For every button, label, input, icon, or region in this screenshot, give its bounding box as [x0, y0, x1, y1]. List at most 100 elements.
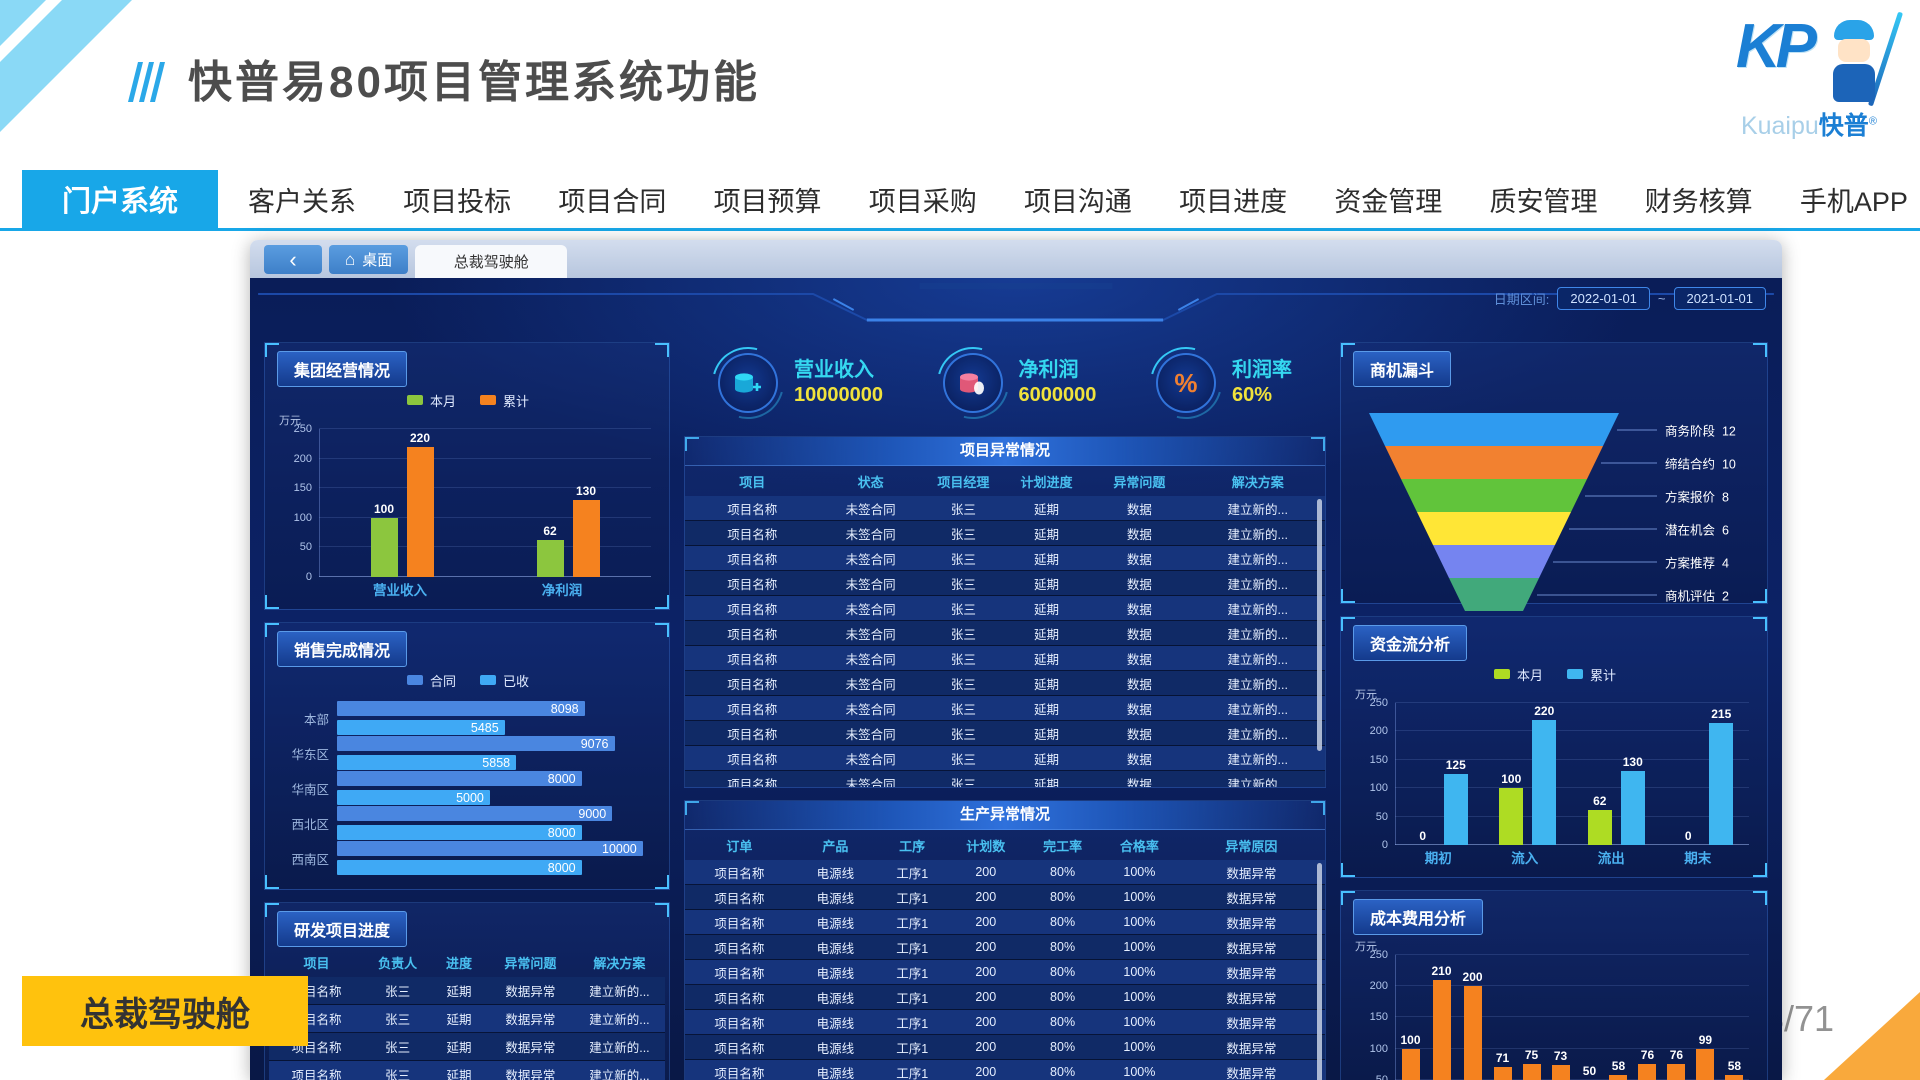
- bar-group: 71: [1493, 955, 1512, 1080]
- bar: 10000: [337, 841, 643, 856]
- table-row[interactable]: 项目名称 电源线 工序1 200 80% 100% 数据异常: [685, 910, 1325, 935]
- hbar-row: 本部 8098 5485: [277, 701, 655, 735]
- bar-group: 50: [1580, 955, 1599, 1080]
- panel-business-funnel: 商机漏斗 商务阶段 12 缔结合约 10 方案报价 8 潜在机会 6 方案推荐 4 商机评…: [1340, 342, 1768, 611]
- chart-legend: 本月 累计: [406, 391, 529, 410]
- axis-unit-label: 万元: [1355, 689, 1377, 701]
- nav-item[interactable]: 质安管理: [1489, 186, 1598, 217]
- kpi-label: 净利润: [1018, 359, 1079, 381]
- browser-tab-bar: ‹ ⌂ 桌面 总裁驾驶舱: [250, 240, 1782, 278]
- table-header: 项目 负责人 进度 异常问题 解决方案: [303, 955, 646, 971]
- nav-item[interactable]: 项目采购: [868, 186, 977, 217]
- table-row[interactable]: 项目名称 未签合同 张三 延期 数据 建立新的...: [685, 546, 1325, 571]
- kpi-ring: [718, 353, 778, 413]
- table-row[interactable]: 项目名称 未签合同 张三 延期 数据 建立新的...: [685, 721, 1325, 746]
- table-row[interactable]: 项目名称 电源线 工序1 200 80% 100% 数据异常: [685, 985, 1325, 1010]
- bar-group: 0 125: [1419, 758, 1468, 845]
- chart-plot: 万元 0 50 100 150 200 250 0 125 100 220 62 130 0 215: [1355, 689, 1749, 851]
- table-row[interactable]: 项目名称 未签合同 张三 延期 数据 建立新的...: [685, 646, 1325, 671]
- table-row[interactable]: 项目名称 未签合同 张三 延期 数据 建立新的...: [685, 746, 1325, 771]
- kpi-row: 营业收入 10000000 净利润 6000000% 利润率 60%: [684, 342, 1326, 424]
- kpi-text: 利润率 60%: [1232, 358, 1292, 408]
- funnel-label: 方案报价 8: [1585, 486, 1729, 505]
- business-funnel-chart: 商务阶段 12 缔结合约 10 方案报价 8 潜在机会 6 方案推荐 4 商机评估 2: [1353, 389, 1757, 611]
- table-row[interactable]: 项目名称 电源线 工序1 200 80% 100% 数据异常: [685, 860, 1325, 885]
- table-row[interactable]: 项目名称 电源线 工序1 200 80% 100% 数据异常: [685, 935, 1325, 960]
- nav-item[interactable]: 项目进度: [1179, 186, 1288, 217]
- bar: [1709, 722, 1734, 845]
- production-exceptions-table: 生产异常情况 订单 产品 工序 计划数 完工率 合格率 异常原因 项目名称 电源线 工序1 200 80…: [685, 801, 1325, 1080]
- nav-item[interactable]: 项目预算: [713, 186, 822, 217]
- bar: [1401, 1048, 1420, 1080]
- table-row[interactable]: 项目名称 未签合同 张三 延期 数据 建立新的...: [685, 671, 1325, 696]
- date-to-input[interactable]: 2021-01-01: [1673, 287, 1766, 310]
- table-row[interactable]: 项目名称 电源线 工序1 200 80% 100% 数据异常: [685, 1010, 1325, 1035]
- tab-ceo-cockpit[interactable]: 总裁驾驶舱: [415, 245, 568, 278]
- bar-group: 58: [1609, 955, 1628, 1080]
- bar-group: 200: [1463, 955, 1483, 1080]
- sales-completion-chart: 合同 已收 本部 8098 5485 华东区 9076 5858 华南区 8000 5000 西北区 9…: [277, 669, 659, 881]
- nav-item[interactable]: 项目合同: [558, 186, 667, 217]
- table-title-band: 项目异常情况: [685, 437, 1325, 466]
- table-row[interactable]: 项目名称 未签合同 张三 延期 数据 建立新的...: [685, 771, 1325, 787]
- nav-item[interactable]: 项目沟通: [1023, 186, 1132, 217]
- nav-item[interactable]: 财务核算: [1644, 186, 1753, 217]
- funnel-stage: [1433, 545, 1555, 578]
- bar: [536, 540, 564, 577]
- funnel-label: 商机评估 2: [1537, 585, 1729, 604]
- bar: [1493, 1066, 1512, 1080]
- bar: [1609, 1074, 1628, 1080]
- bar: 5485: [337, 720, 505, 735]
- table-row[interactable]: 项目名称 未签合同 张三 延期 数据 建立新的...: [685, 496, 1325, 521]
- back-button[interactable]: ‹: [264, 245, 322, 274]
- axis-unit-label: 万元: [1355, 941, 1377, 953]
- table-scrollbar[interactable]: [1317, 863, 1322, 1080]
- chart-legend: 本月 累计: [1493, 665, 1616, 684]
- bar: [1587, 809, 1612, 845]
- date-from-input[interactable]: 2022-01-01: [1557, 287, 1650, 310]
- table-row[interactable]: 项目名称 未签合同 张三 延期 数据 建立新的...: [685, 571, 1325, 596]
- bar-group: 100 220: [1499, 703, 1557, 845]
- table-row[interactable]: 项目名称 张三 延期 数据异常 建立新的...: [269, 1061, 665, 1080]
- bar-group: 99: [1696, 955, 1715, 1080]
- bar-group: 0 215: [1684, 706, 1734, 845]
- hbar-row: 西南区 10000 8000: [277, 841, 655, 875]
- table-row[interactable]: 项目名称 张三 延期 数据异常 建立新的...: [269, 1033, 665, 1061]
- table-scrollbar[interactable]: [1317, 499, 1322, 751]
- table-row[interactable]: 项目名称 未签合同 张三 延期 数据 建立新的...: [685, 521, 1325, 546]
- table-row[interactable]: 项目名称 电源线 工序1 200 80% 100% 数据异常: [685, 960, 1325, 985]
- bar: [370, 517, 398, 577]
- kpi-label: 利润率: [1231, 359, 1292, 381]
- nav-item[interactable]: 项目投标: [403, 186, 512, 217]
- funnel-label: 潜在机会 6: [1569, 519, 1729, 538]
- cost-analysis-chart: 万元05010015020025010021020071757350587676…: [1353, 937, 1757, 1080]
- bar: [572, 500, 600, 577]
- nav-item[interactable]: 资金管理: [1334, 186, 1443, 217]
- bar-group: 76: [1638, 955, 1657, 1080]
- slide-footer-label: 总裁驾驶舱: [22, 976, 308, 1046]
- bar-group: 100 220: [370, 429, 434, 577]
- bar: [1667, 1063, 1686, 1080]
- table-row[interactable]: 项目名称 张三 延期 数据异常 建立新的...: [269, 977, 665, 1005]
- tab-desktop[interactable]: ⌂ 桌面: [329, 245, 409, 274]
- hbar-row: 西北区 9000 8000: [277, 806, 655, 840]
- title-accent-bars: [128, 62, 166, 102]
- project-exceptions-table: 项目异常情况 项目 状态 项目经理 计划进度 异常问题 解决方案 项目名称 未签合同 张三 延期 数据…: [685, 437, 1325, 787]
- kuaipu-logo: KP Kuaipu快普®: [1735, 11, 1904, 142]
- table-row[interactable]: 项目名称 电源线 工序1 200 80% 100% 数据异常: [685, 1035, 1325, 1060]
- logo-kp-mark: KP: [1735, 12, 1817, 81]
- kpi-value: 10000000: [794, 384, 883, 406]
- table-row[interactable]: 项目名称 未签合同 张三 延期 数据 建立新的...: [685, 621, 1325, 646]
- bar: 5000: [337, 790, 490, 805]
- table-row[interactable]: 项目名称 张三 延期 数据异常 建立新的...: [269, 1005, 665, 1033]
- table-row[interactable]: 项目名称 未签合同 张三 延期 数据 建立新的...: [685, 596, 1325, 621]
- table-row[interactable]: 项目名称 电源线 工序1 200 80% 100% 数据异常: [685, 1060, 1325, 1080]
- nav-item[interactable]: 手机APP: [1799, 186, 1908, 217]
- nav-item[interactable]: 客户关系: [248, 186, 356, 217]
- table-row[interactable]: 项目名称 电源线 工序1 200 80% 100% 数据异常: [685, 885, 1325, 910]
- nav-active-portal[interactable]: 门户系统: [22, 170, 218, 228]
- axis-unit-label: 万元: [279, 415, 301, 427]
- corner-triangle: [1824, 992, 1920, 1080]
- table-row[interactable]: 项目名称 未签合同 张三 延期 数据 建立新的...: [685, 696, 1325, 721]
